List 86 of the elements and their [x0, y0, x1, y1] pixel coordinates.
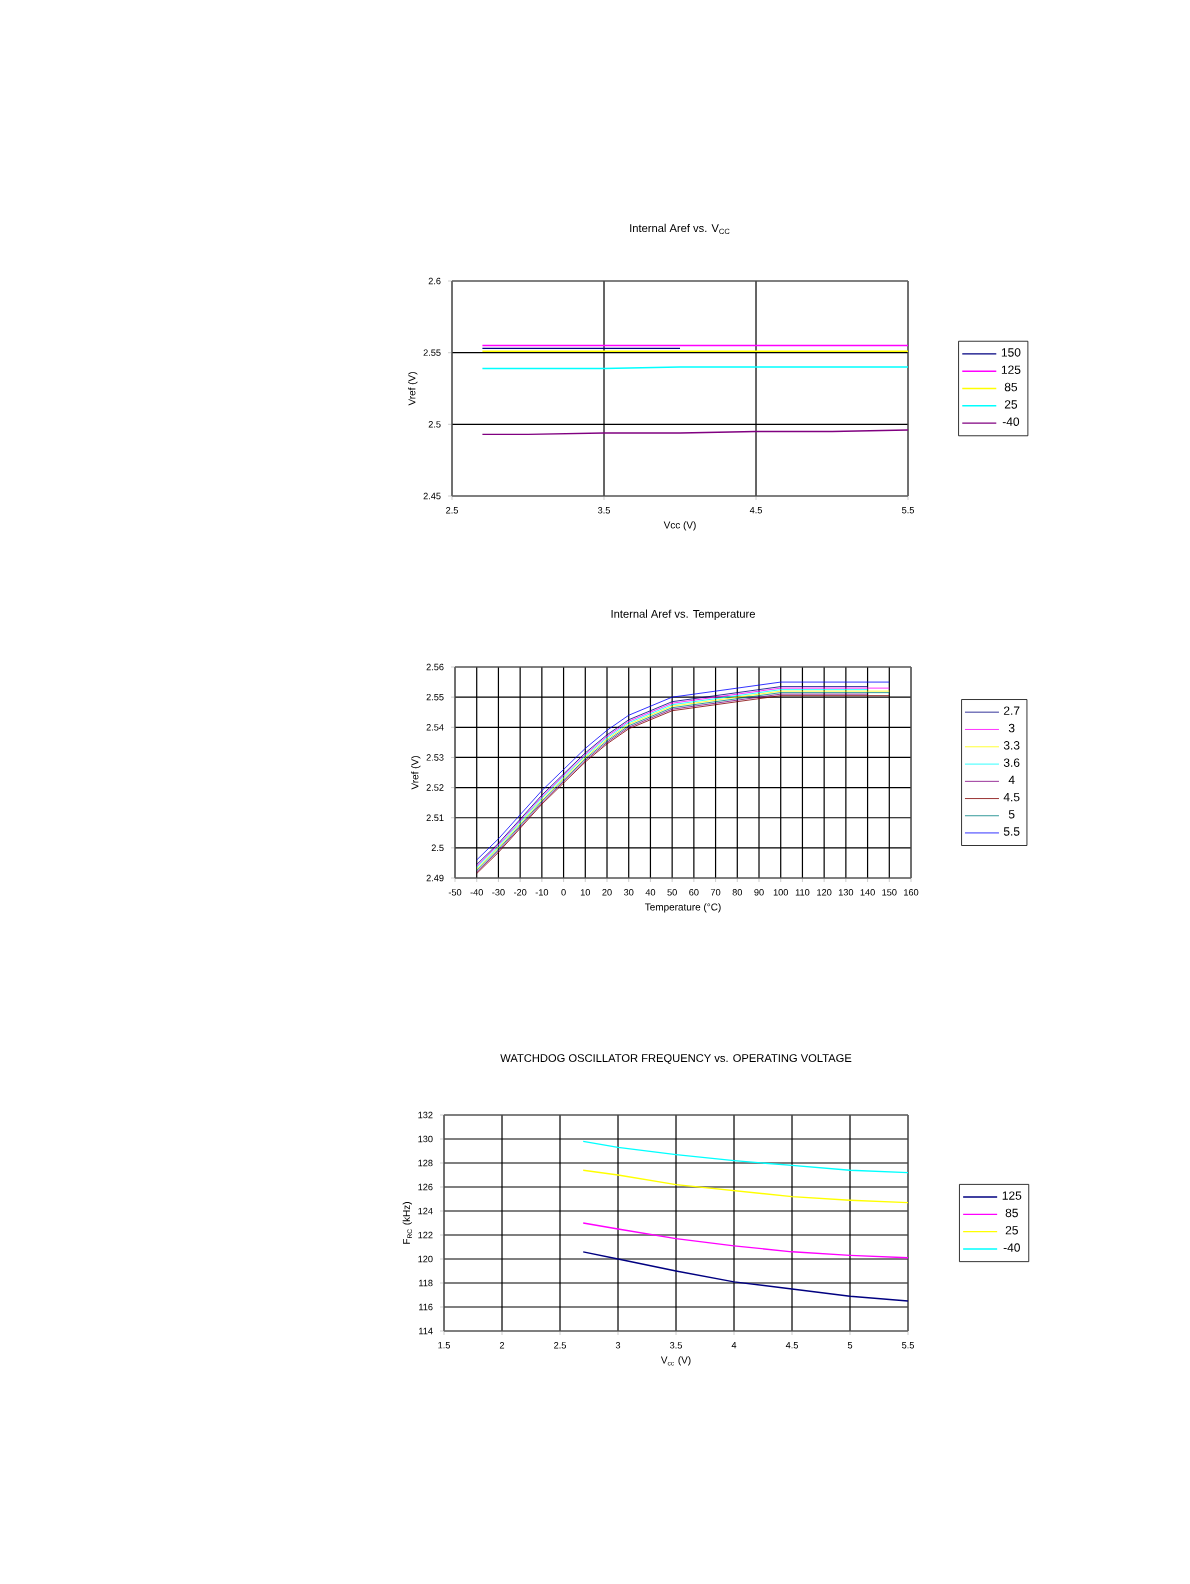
- x-tick-label: 2.5: [554, 1342, 566, 1349]
- legend-label: 3.3: [1003, 741, 1020, 750]
- x-tick-label: 1.5: [438, 1342, 450, 1349]
- x-tick-label: 130: [838, 889, 854, 896]
- y-tick-label: 116: [419, 1303, 433, 1311]
- x-tick-label: -10: [535, 889, 549, 896]
- line-series: [582, 1251, 909, 1302]
- y-tick-label: 2.55: [423, 349, 441, 356]
- legend-label: 85: [1005, 1208, 1018, 1218]
- x-tick-label: 70: [710, 889, 721, 896]
- x-tick-label: 4: [731, 1342, 737, 1349]
- legend-label: -40: [1002, 417, 1020, 426]
- x-tick-label: -30: [492, 889, 505, 896]
- x-tick-label: 3.5: [669, 1342, 682, 1349]
- y-tick-label: 118: [419, 1279, 433, 1287]
- y-tick-label: 2.5: [431, 844, 444, 852]
- legend-label: 25: [1004, 400, 1018, 409]
- y-tick-label: 128: [418, 1159, 433, 1167]
- y-tick-label: 132: [418, 1111, 433, 1119]
- chart-title: Internal Aref vs. V$_{CC}$: [630, 223, 730, 234]
- legend-label: -40: [1003, 1243, 1020, 1252]
- x-tick-label: 40: [645, 889, 656, 896]
- x-tick-label: 60: [689, 889, 699, 896]
- x-axis-title: V$_{cc}$ (V): [660, 1356, 691, 1366]
- y-tick-label: 2.56: [426, 663, 444, 671]
- y-tick-label: 2.6: [428, 277, 441, 285]
- x-tick-label: 4.5: [785, 1342, 798, 1349]
- chart-title: WATCHDOG OSCILLATOR FREQUENCY vs. OPERATING VOLTAGE: [500, 1054, 852, 1065]
- legend-label: 150: [1001, 348, 1021, 357]
- y-tick-label: 122: [418, 1231, 433, 1239]
- legend-label: 5.5: [1003, 827, 1020, 836]
- y-tick-label: 2.51: [426, 814, 444, 821]
- y-tick-label: 2.5: [428, 421, 441, 428]
- y-axis-title: Vref (V): [408, 372, 418, 406]
- y-tick-label: 124: [418, 1207, 433, 1215]
- y-axis-title: F$_{RC}$ (kHz): [402, 1202, 412, 1244]
- y-tick-label: 2.52: [426, 784, 444, 791]
- legend-label: 4.5: [1003, 792, 1020, 802]
- x-tick-label: 160: [904, 889, 919, 896]
- x-tick-label: 110: [795, 889, 810, 896]
- legend-label: 4: [1008, 775, 1015, 784]
- x-tick-label: 30: [623, 889, 634, 896]
- x-tick-label: 120: [817, 889, 832, 896]
- legend-label: 25: [1005, 1226, 1018, 1235]
- x-axis-title: Vcc (V): [663, 521, 696, 531]
- chart-title: Internal Aref vs. Temperature: [611, 609, 755, 621]
- x-tick-label: 4.5: [749, 507, 762, 514]
- legend-label: 85: [1004, 382, 1018, 392]
- x-tick-label: 3.5: [597, 507, 610, 514]
- x-tick-label: 150: [882, 889, 897, 896]
- legend-label: 125: [1001, 365, 1021, 374]
- x-tick-label: 5: [847, 1342, 853, 1349]
- x-tick-label: 100: [773, 889, 789, 896]
- x-tick-label: 50: [667, 889, 677, 896]
- y-axis-title: Vref (V): [411, 756, 421, 790]
- x-tick-label: 90: [754, 889, 764, 896]
- x-tick-label: -50: [448, 889, 462, 896]
- legend-label: 2.7: [1003, 706, 1020, 715]
- y-tick-label: 2.45: [423, 492, 441, 500]
- legend-label: 5: [1008, 810, 1015, 819]
- y-tick-label: 120: [418, 1255, 433, 1263]
- line-series: [582, 1222, 909, 1259]
- x-tick-label: 3: [615, 1342, 621, 1349]
- x-tick-label: 10: [580, 889, 591, 896]
- y-tick-label: 130: [418, 1135, 433, 1143]
- x-tick-label: 2.5: [446, 507, 458, 514]
- legend-label: 3: [1008, 723, 1015, 733]
- legend-label: 125: [1002, 1191, 1022, 1200]
- x-tick-label: 5.5: [902, 507, 914, 514]
- x-tick-label: 80: [732, 889, 743, 896]
- x-tick-label: 20: [602, 889, 612, 896]
- line-series: [582, 1140, 909, 1174]
- x-tick-label: 2: [499, 1342, 505, 1349]
- y-tick-label: 114: [419, 1327, 433, 1335]
- legend-label: 3.6: [1003, 758, 1020, 767]
- x-axis-title: Temperature (°C): [644, 903, 721, 913]
- x-tick-label: -20: [513, 889, 527, 896]
- y-tick-label: 2.54: [426, 724, 444, 731]
- y-tick-label: 2.53: [426, 754, 444, 761]
- y-tick-label: 126: [418, 1183, 433, 1191]
- y-tick-label: 2.55: [426, 693, 444, 701]
- x-tick-label: -40: [470, 889, 483, 896]
- x-tick-label: 140: [860, 889, 875, 896]
- x-tick-label: 5.5: [902, 1342, 914, 1349]
- y-tick-label: 2.49: [426, 874, 444, 882]
- x-tick-label: 0: [561, 889, 566, 896]
